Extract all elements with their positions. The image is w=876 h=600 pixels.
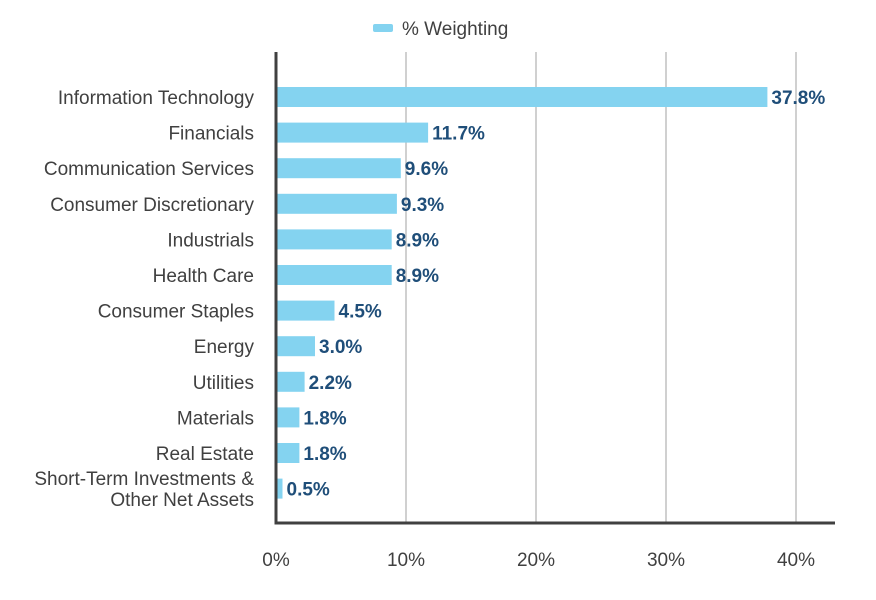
data-label: 37.8% — [771, 88, 825, 109]
category-label: Information Technology — [58, 88, 255, 109]
bars — [276, 87, 768, 499]
x-tick-label: 30% — [647, 550, 685, 571]
data-label: 1.8% — [303, 408, 346, 429]
bar — [276, 265, 392, 285]
x-tick-labels: 0% 10% 20% 30% 40% — [262, 550, 815, 571]
category-label: Health Care — [153, 266, 254, 287]
bar — [276, 407, 300, 428]
bar — [276, 336, 315, 357]
category-label: Consumer Staples — [98, 302, 254, 323]
category-label: Consumer Discretionary — [50, 195, 254, 216]
category-label: Real Estate — [156, 444, 254, 465]
category-label: Other Net Assets — [110, 490, 254, 511]
category-label: Short-Term Investments & — [34, 469, 254, 490]
category-label: Utilities — [193, 373, 254, 394]
bar — [276, 443, 300, 463]
data-label: 3.0% — [319, 337, 362, 358]
data-label: 9.3% — [401, 195, 444, 216]
axes — [274, 52, 835, 525]
data-label: 11.7% — [432, 124, 485, 145]
x-tick-label: 20% — [517, 550, 555, 571]
x-tick-label: 0% — [262, 550, 290, 571]
category-label: Financials — [168, 124, 254, 145]
data-label: 4.5% — [339, 302, 382, 323]
bar — [276, 193, 397, 214]
data-label: 9.6% — [405, 159, 448, 180]
data-label: 1.8% — [303, 444, 346, 465]
bar — [276, 300, 335, 321]
bar — [276, 87, 768, 107]
bar — [276, 122, 429, 143]
data-label: 8.9% — [396, 230, 439, 251]
x-tick-label: 10% — [387, 550, 425, 571]
bar — [276, 478, 283, 499]
category-label: Industrials — [167, 230, 254, 251]
bar — [276, 229, 392, 250]
legend-label: % Weighting — [402, 19, 508, 40]
legend-swatch — [373, 24, 393, 32]
data-label: 8.9% — [396, 266, 439, 287]
x-tick-label: 40% — [777, 550, 815, 571]
gridlines — [405, 52, 797, 523]
data-labels: 37.8% 11.7% 9.6% 9.3% 8.9% 8.9% 4.5% 3.0% 2.2% 1.… — [287, 88, 826, 501]
data-label: 2.2% — [309, 373, 352, 394]
category-label: Communication Services — [44, 159, 254, 180]
bar — [276, 158, 401, 179]
data-label: 0.5% — [287, 480, 330, 501]
category-labels: Information Technology Financials Communic… — [34, 88, 254, 511]
legend: % Weighting — [373, 19, 508, 40]
category-label: Energy — [194, 337, 255, 358]
bar — [276, 371, 305, 392]
category-label: Materials — [177, 408, 254, 429]
